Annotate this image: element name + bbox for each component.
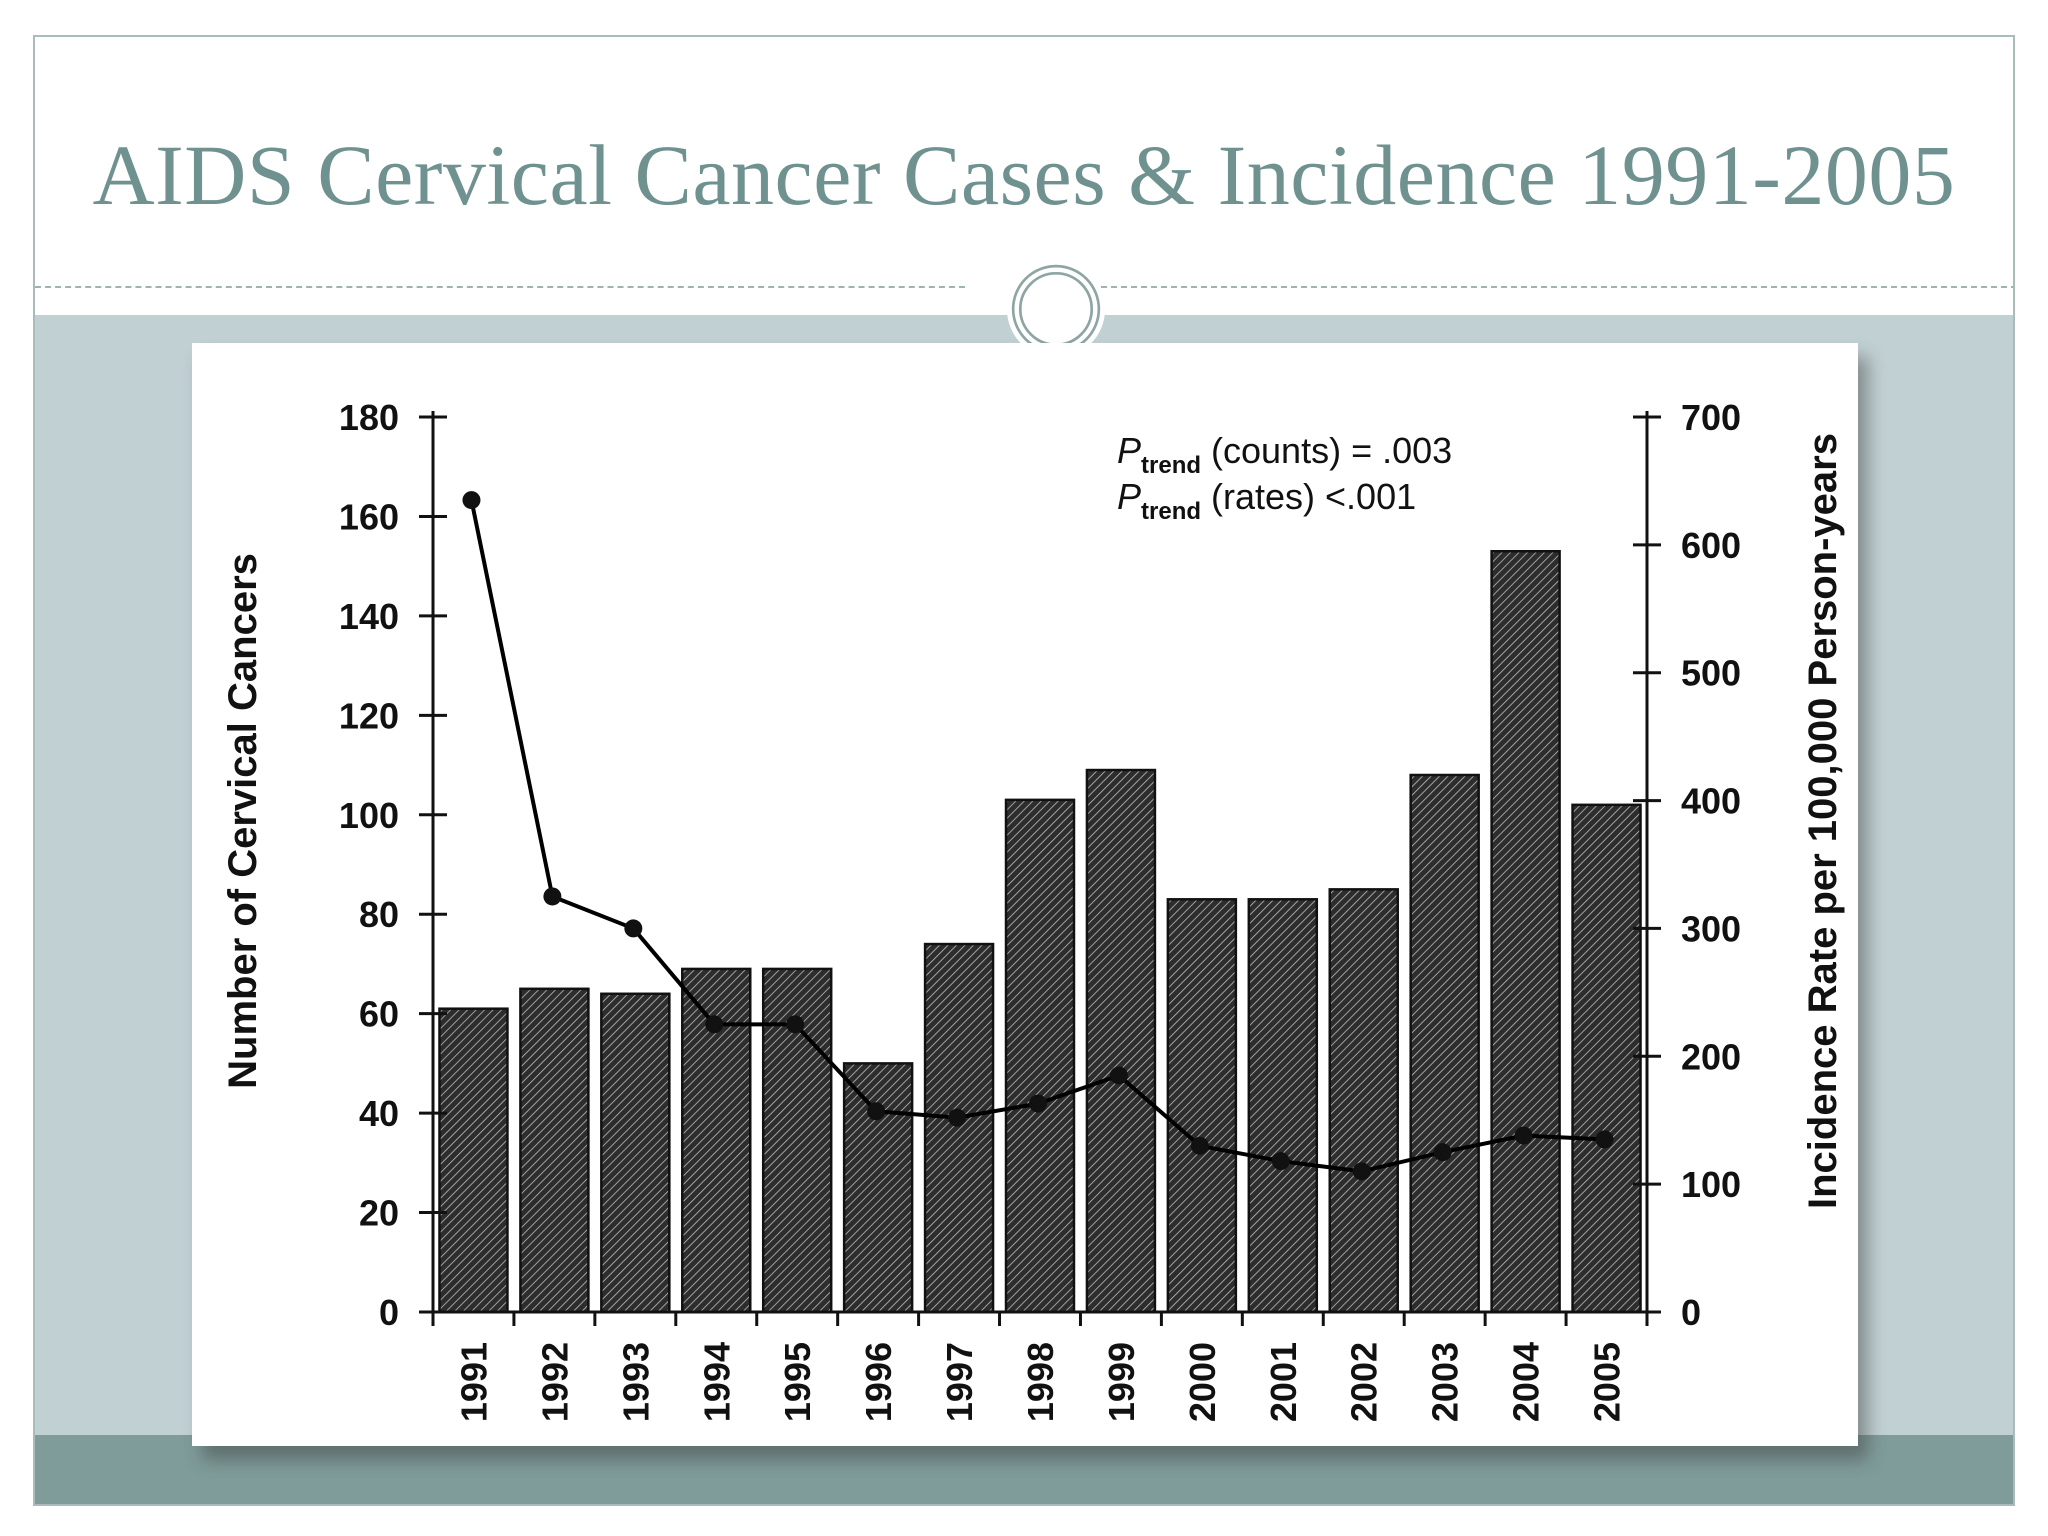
chart: 0 20 40 60 80 100 120 140 160 180 0 100 200 300 400 500… <box>221 397 1845 1422</box>
rate-point-1997 <box>948 1108 967 1127</box>
x-tick-label-1998: 1998 <box>1020 1342 1061 1422</box>
x-tick-label-2000: 2000 <box>1182 1342 1223 1422</box>
rate-point-1993 <box>624 919 643 938</box>
y-tick-label-left: 140 <box>339 596 399 637</box>
y-tick-label-left: 120 <box>339 695 399 736</box>
bar-1991 <box>438 1007 509 1314</box>
p-trend-annotation: Ptrend (rates) <.001 <box>1117 476 1416 525</box>
y-tick-label-left: 60 <box>359 994 399 1035</box>
y-tick-label-left: 0 <box>379 1292 399 1333</box>
y-tick-label-right: 200 <box>1681 1036 1741 1077</box>
y-tick-label-right: 100 <box>1681 1164 1741 1205</box>
rate-point-2003 <box>1433 1143 1452 1162</box>
y-tick-label-left: 100 <box>339 795 399 836</box>
bar-2001 <box>1247 898 1319 1314</box>
y-tick-label-right: 700 <box>1681 397 1741 438</box>
rate-point-1998 <box>1029 1094 1047 1113</box>
x-tick-label-2004: 2004 <box>1506 1342 1547 1422</box>
x-tick-label-1997: 1997 <box>939 1342 980 1422</box>
bar-1996 <box>842 1062 914 1314</box>
rate-point-2000 <box>1190 1136 1209 1155</box>
y-tick-label-left: 20 <box>359 1193 399 1234</box>
y-tick-label-right: 600 <box>1681 525 1741 566</box>
slide-title: AIDS Cervical Cancer Cases & Incidence 1… <box>92 127 1956 223</box>
bar-1997 <box>923 942 995 1314</box>
y-tick-label-right: 300 <box>1681 908 1741 949</box>
rate-point-1992 <box>543 887 562 906</box>
rate-point-1999 <box>1109 1066 1128 1085</box>
rate-point-2004 <box>1514 1126 1533 1145</box>
slide-header: AIDS Cervical Cancer Cases & Incidence 1… <box>35 37 2013 315</box>
bar-1998 <box>1004 798 1076 1314</box>
x-tick-label-1999: 1999 <box>1101 1342 1142 1422</box>
bar-1992 <box>519 987 590 1314</box>
x-tick-label-1991: 1991 <box>453 1342 494 1422</box>
y-tick-label-left: 40 <box>359 1093 399 1134</box>
bar-1999 <box>1085 768 1157 1314</box>
rate-point-2002 <box>1352 1162 1371 1181</box>
rate-point-1996 <box>867 1102 886 1121</box>
rate-point-2001 <box>1271 1152 1290 1171</box>
rate-point-1994 <box>705 1015 724 1034</box>
x-tick-label-2002: 2002 <box>1344 1342 1385 1422</box>
divider-right <box>1091 286 2013 288</box>
y-tick-label-left: 80 <box>359 894 399 935</box>
x-tick-label-2003: 2003 <box>1425 1342 1466 1422</box>
y-axis-title-left: Number of Cervical Cancers <box>221 553 265 1089</box>
y-tick-label-left: 160 <box>339 496 399 537</box>
divider-left <box>35 286 965 288</box>
bar-2000 <box>1166 898 1238 1314</box>
y-tick-label-right: 500 <box>1681 653 1741 694</box>
rate-point-2005 <box>1595 1130 1614 1149</box>
y-tick-label-left: 180 <box>339 397 399 438</box>
x-tick-label-1993: 1993 <box>615 1342 656 1422</box>
x-tick-label-1995: 1995 <box>777 1342 818 1422</box>
bar-2002 <box>1328 888 1399 1314</box>
x-tick-label-2001: 2001 <box>1263 1342 1304 1422</box>
chart-card: 0 20 40 60 80 100 120 140 160 180 0 100 200 300 400 500… <box>192 343 1858 1446</box>
x-tick-label-1994: 1994 <box>696 1342 737 1422</box>
bar-2003 <box>1409 773 1480 1314</box>
bar-2004 <box>1490 550 1561 1314</box>
y-axis-title-right: Incidence Rate per 100,000 Person-years <box>1801 433 1845 1209</box>
x-tick-label-1992: 1992 <box>534 1342 575 1422</box>
p-trend-annotation: Ptrend (counts) = .003 <box>1117 430 1452 479</box>
x-tick-label-1996: 1996 <box>858 1342 899 1422</box>
bar-1993 <box>600 992 671 1314</box>
rate-point-1991 <box>462 491 481 510</box>
x-tick-label-2005: 2005 <box>1587 1342 1628 1422</box>
rate-point-1995 <box>786 1015 805 1034</box>
y-tick-label-right: 0 <box>1681 1292 1701 1333</box>
bar-2005 <box>1571 803 1642 1314</box>
y-tick-label-right: 400 <box>1681 781 1741 822</box>
footer-band <box>35 1435 2013 1504</box>
